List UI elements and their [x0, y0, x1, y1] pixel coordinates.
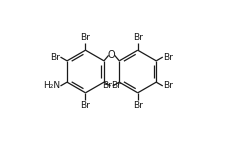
Text: Br: Br	[102, 81, 112, 90]
Text: O: O	[107, 50, 115, 60]
Text: Br: Br	[80, 101, 90, 110]
Text: Br: Br	[132, 101, 142, 110]
Text: Br: Br	[132, 33, 142, 42]
Text: Br: Br	[80, 33, 90, 42]
Text: Br: Br	[163, 81, 173, 90]
Text: H₂N: H₂N	[43, 81, 60, 90]
Text: Br: Br	[50, 53, 60, 62]
Text: Br: Br	[163, 53, 173, 62]
Text: Br: Br	[111, 81, 121, 90]
